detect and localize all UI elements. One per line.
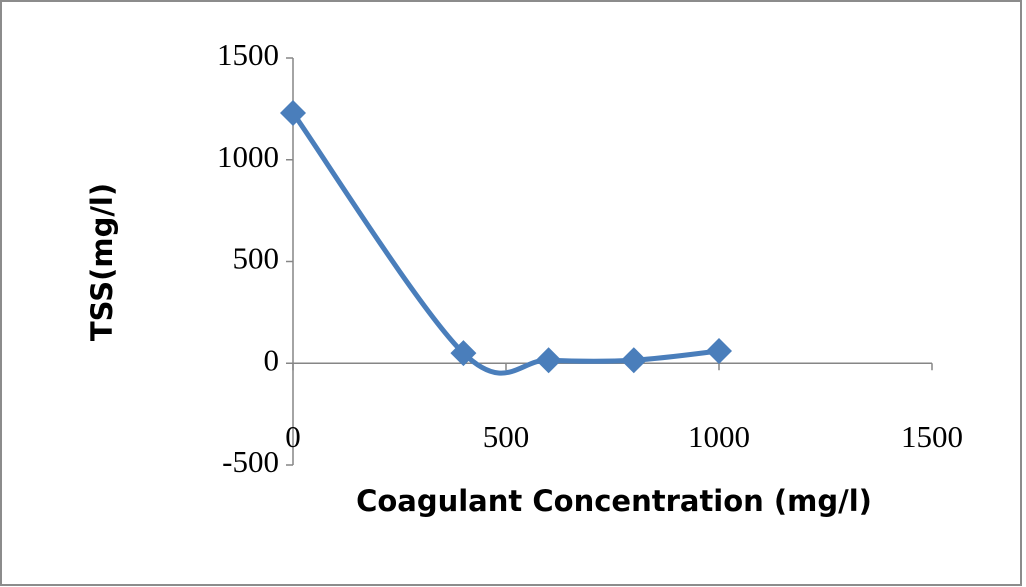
x-axis-title: Coagulant Concentration (mg/l) xyxy=(356,484,872,518)
y-tick-label: 0 xyxy=(264,342,280,377)
marker xyxy=(535,347,562,374)
x-tick-label: 1500 xyxy=(901,419,963,454)
y-tick-label: -500 xyxy=(222,444,279,479)
x-tick-label: 1000 xyxy=(688,419,750,454)
x-tick-label: 0 xyxy=(285,419,301,454)
y-tick-label: 1500 xyxy=(217,37,279,72)
y-tick-label: 1000 xyxy=(217,139,279,174)
y-tick-label: 500 xyxy=(233,241,280,276)
y-axis-title: TSS(mg/l) xyxy=(85,183,119,341)
marker xyxy=(450,340,477,367)
marker xyxy=(620,347,647,374)
marker xyxy=(706,338,732,365)
x-tick-label: 500 xyxy=(483,419,530,454)
marker xyxy=(280,99,306,126)
